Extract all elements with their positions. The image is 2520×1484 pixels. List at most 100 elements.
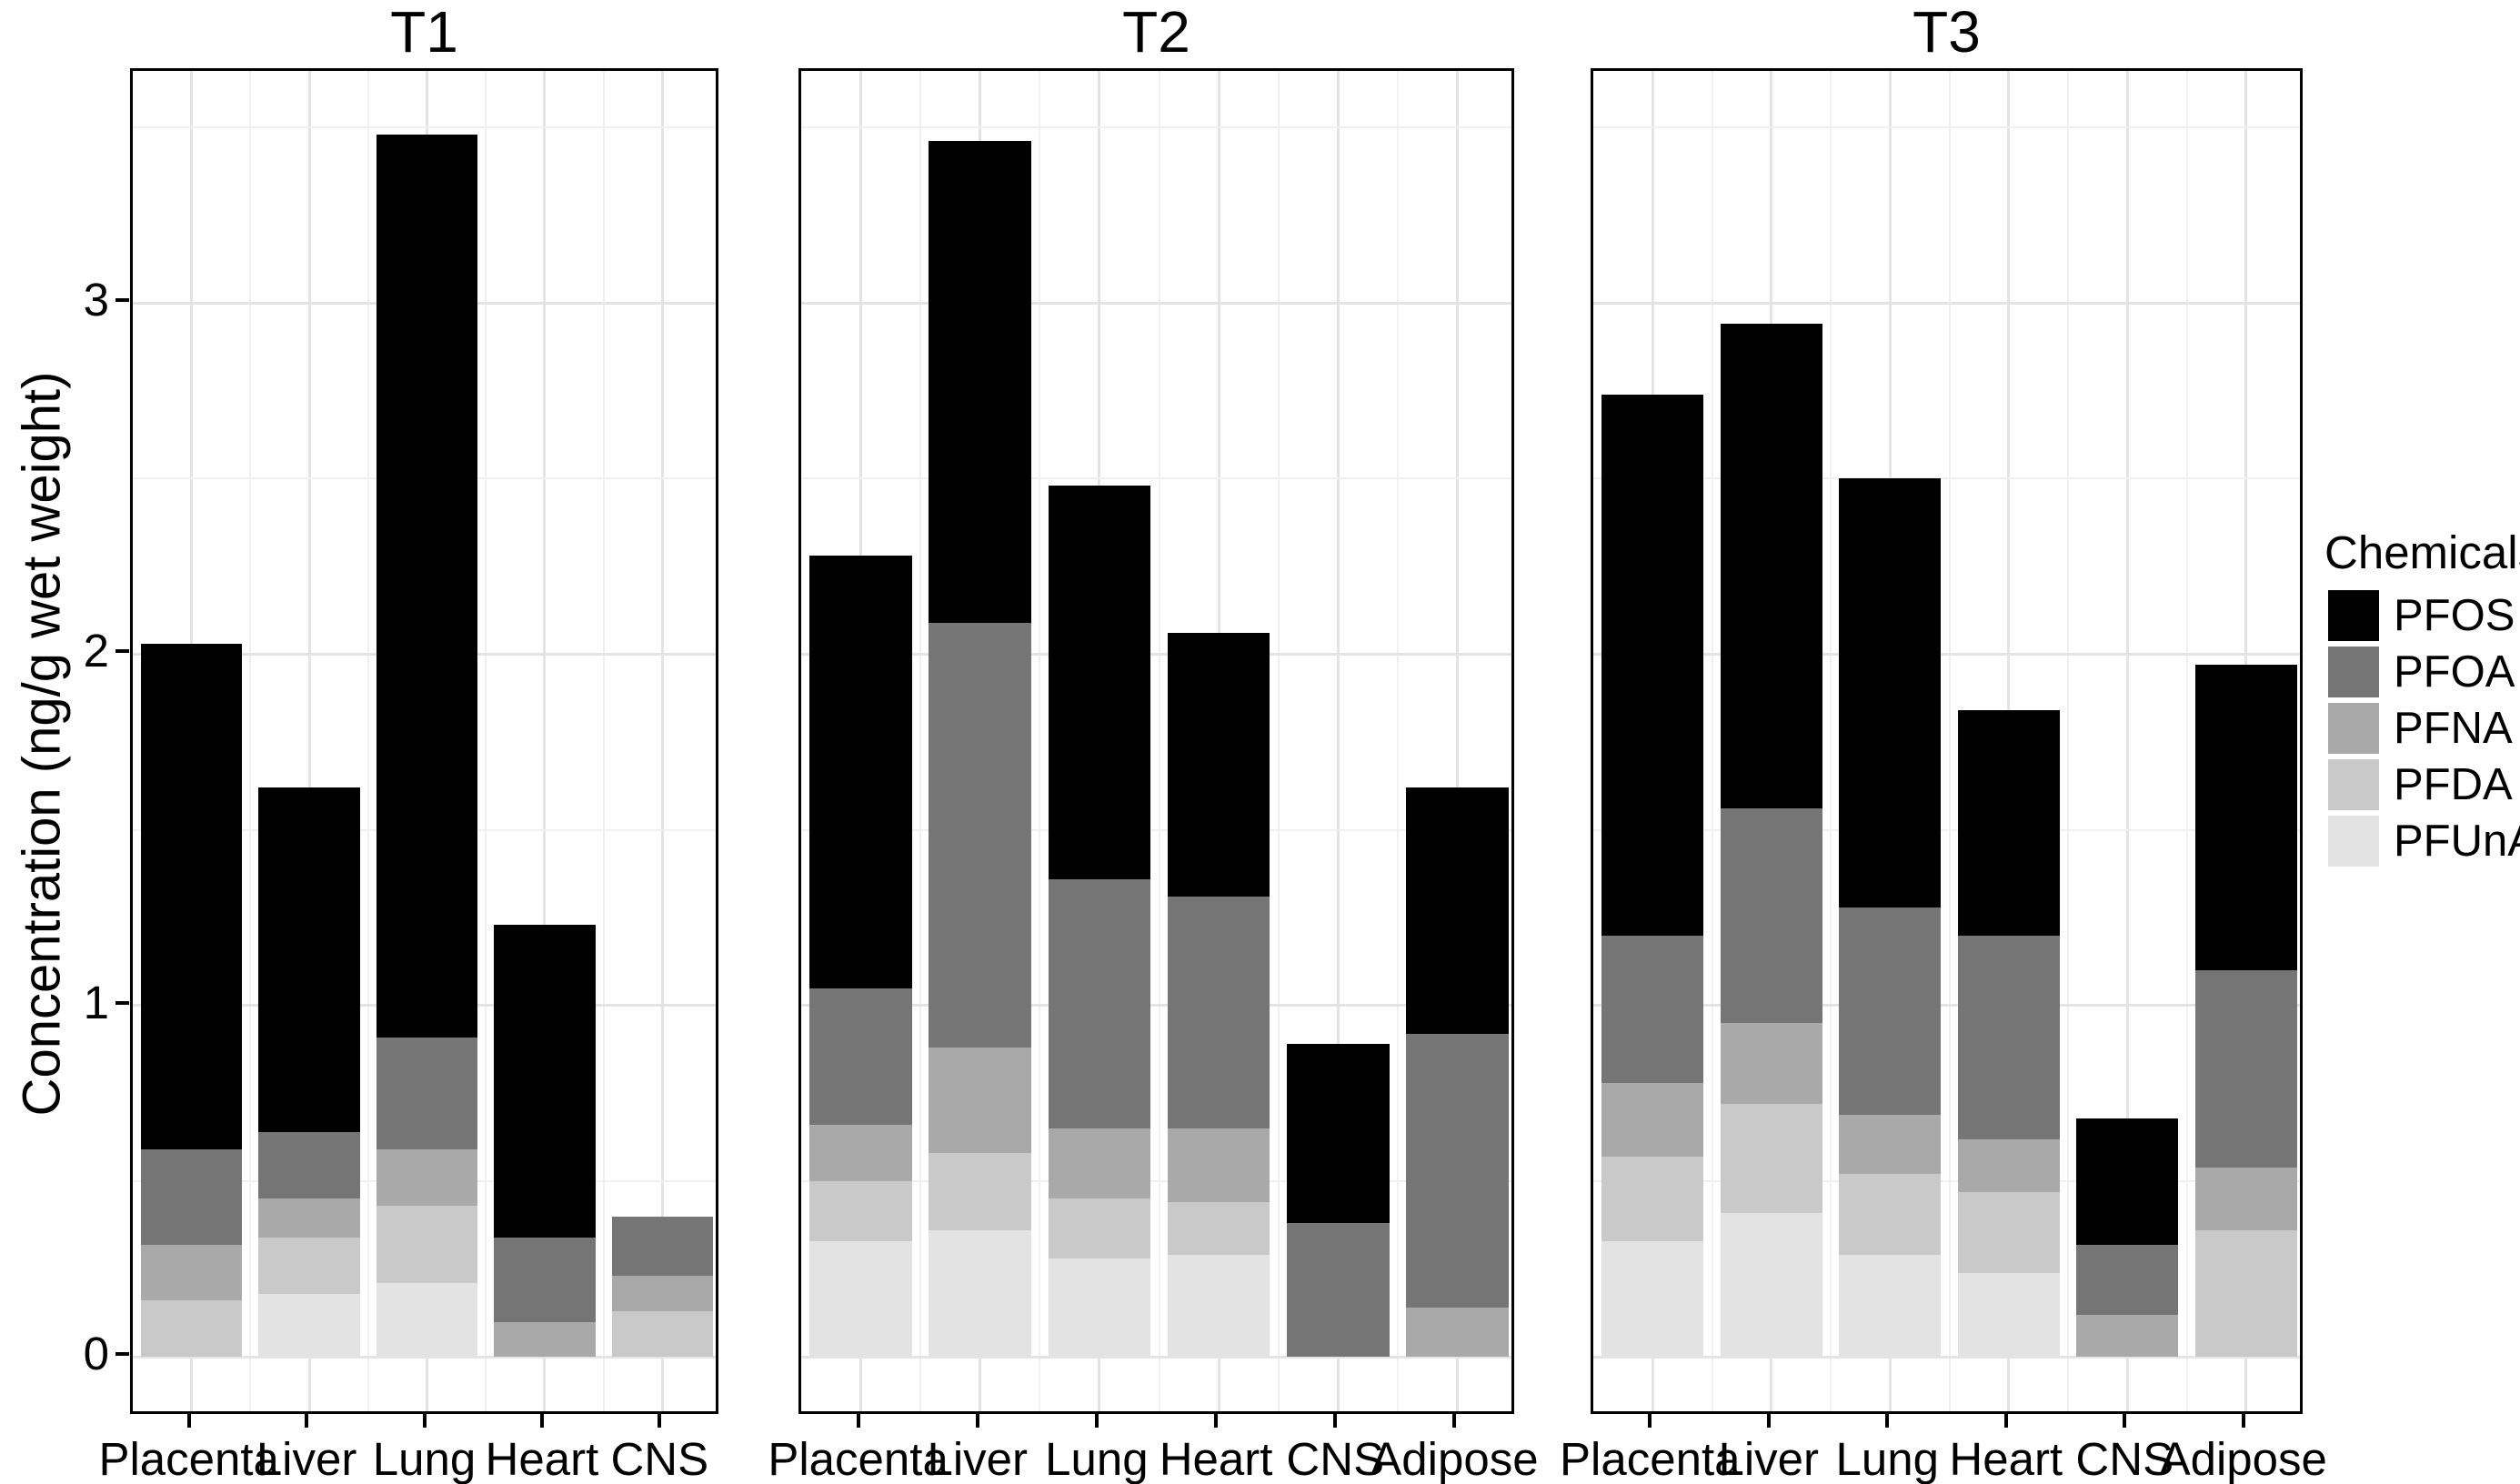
horizontal-gridline-minor [801,1180,1511,1183]
vertical-gridline [366,71,369,1411]
vertical-gridline [249,71,252,1411]
bar-segment-pfoa [2076,1244,2179,1315]
vertical-gridline [602,71,605,1411]
plot-area-t1 [130,68,718,1414]
x-category-label: Heart [485,1433,599,1484]
legend-item-pfuna: PFUnA [2324,816,2520,867]
bar-segment-pfos [258,787,360,1132]
bar-segment-pfna [376,1149,478,1207]
x-tick-mark [305,1414,309,1428]
bar-segment-pfda [929,1153,1032,1231]
y-tick-label: 3 [83,274,109,326]
bar-segment-pfda [1839,1174,1942,1256]
bar-segment-pfoa [1286,1223,1390,1358]
bar-segment-pfos [1957,710,2060,936]
x-category-label: Adipose [1370,1433,1539,1484]
legend-label: PFNA [2394,704,2513,753]
x-category-label: Lung [1835,1433,1939,1484]
panel-t2: Placenta Liver Lung Heart CNS Adipose [768,68,1539,1484]
bar-segment-pfoa [929,622,1032,1048]
bar-segment-pfoa [1048,878,1151,1129]
bar-segment-pfna [1406,1308,1509,1358]
legend-item-pfda: PFDA [2324,759,2520,810]
bar-segment-pfna [1048,1128,1151,1199]
bar-segment-pfos [1286,1044,1390,1224]
bar-segment-pfna [1957,1138,2060,1192]
bar-segment-pfuna [809,1240,912,1358]
bar-segment-pfna [611,1276,713,1312]
vertical-gridline [1396,71,1399,1411]
bar-segment-pfda [1720,1104,1822,1213]
x-category-label: Placenta [1560,1433,1741,1484]
vertical-gridline [307,71,311,1411]
x-category-label: Heart [1949,1433,2063,1484]
x-tick-mark [1885,1414,1890,1428]
panel-t3: Placenta Liver Lung Heart CNS Adipose [1560,68,2327,1484]
bar-segment-pfuna [1167,1255,1270,1358]
horizontal-gridline-minor [1593,828,2300,831]
legend-label: PFDA [2394,760,2513,809]
x-category-label: Lung [1045,1433,1149,1484]
x-tick-mark [1452,1414,1457,1428]
legend-title: Chemicals [2324,526,2520,578]
bar-segment-pfos [494,925,596,1238]
bar-segment-pfna [2194,1167,2297,1231]
bar-segment-pfda [141,1300,243,1358]
legend-swatch-pfuna [2328,816,2379,867]
bar-segment-pfoa [1406,1033,1509,1309]
x-category-label: CNS [1286,1433,1385,1484]
horizontal-gridline-minor [801,477,1511,480]
bar-segment-pfuna [258,1293,360,1358]
x-tick-mark [2241,1414,2245,1428]
bar-segment-pfna [929,1048,1032,1154]
panel-title-t1: T1 [390,0,458,65]
horizontal-gridline-minor [1593,477,2300,480]
x-category-label: Placenta [98,1433,279,1484]
bar-segment-pfna [494,1321,596,1358]
x-tick-mark [658,1414,662,1428]
horizontal-gridline-major [1593,301,2300,305]
bar-segment-pfoa [1167,897,1270,1129]
vertical-gridline [1277,71,1280,1411]
legend-item-pfna: PFNA [2324,703,2520,754]
bar-segment-pfda [1601,1157,1704,1241]
legend: Chemicals PFOS PFOA PFNA PFDA PFUnA [2324,526,2520,867]
y-tick-mark [115,649,129,654]
horizontal-gridline-major [801,301,1511,305]
legend-swatch-pfda [2328,759,2379,810]
plot-area-t3 [1591,68,2303,1414]
bar-segment-pfuna [1720,1212,1822,1358]
bar-segment-pfna [258,1198,360,1238]
bar-segment-pfos [2194,665,2297,971]
vertical-gridline [543,71,547,1411]
vertical-gridline [1039,71,1041,1411]
vertical-gridline [1830,71,1832,1411]
y-tick-mark [115,1000,129,1005]
bar-segment-pfoa [376,1037,478,1150]
bar-segment-pfos [809,556,912,988]
bar-segment-pfda [376,1206,478,1284]
bar-segment-pfna [1167,1128,1270,1203]
bar-segment-pfda [611,1311,713,1358]
x-category-label: Liver [256,1433,357,1484]
bar-segment-pfos [376,134,478,1038]
bar-segment-pfoa [141,1149,243,1245]
vertical-gridline [2067,71,2069,1411]
bar-segment-pfna [1839,1114,1942,1175]
panel-title-t2: T2 [1122,0,1190,65]
panel-t1: Placenta Liver Lung Heart CNS [98,68,718,1484]
bar-segment-pfos [1406,787,1509,1034]
x-category-label: Liver [1718,1433,1820,1484]
y-tick-mark [115,1352,129,1357]
bar-segment-pfuna [1839,1255,1942,1358]
bar-segment-pfna [1601,1082,1704,1158]
legend-item-pfos: PFOS [2324,590,2520,641]
bar-segment-pfuna [929,1230,1032,1358]
bar-segment-pfoa [809,988,912,1126]
plot-area-t2 [798,68,1514,1414]
x-category-label: Adipose [2159,1433,2327,1484]
legend-item-pfoa: PFOA [2324,647,2520,697]
x-tick-mark [186,1414,191,1428]
y-tick-mark [115,298,129,303]
